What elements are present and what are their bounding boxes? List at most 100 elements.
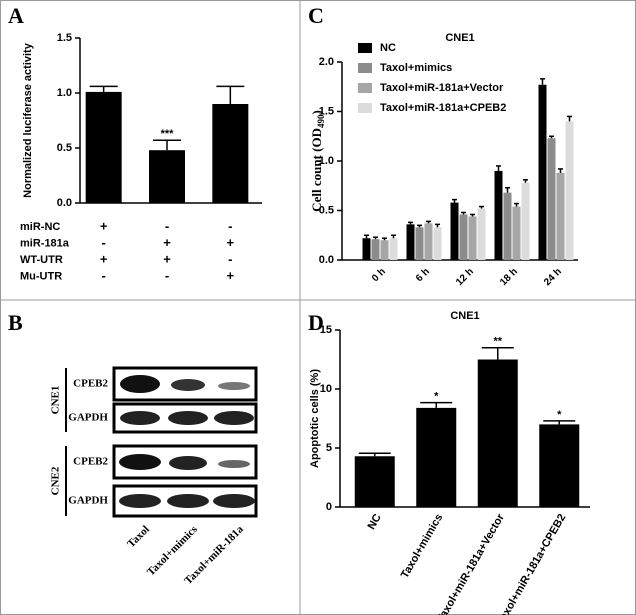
- x-tick-label: 6 h: [414, 266, 432, 284]
- y-axis-label: Normalized luciferase activity: [22, 42, 34, 198]
- y-axis-label-part: 490: [316, 114, 326, 128]
- condition-mark: -: [165, 268, 169, 283]
- x-tick-label: NC: [366, 512, 384, 532]
- condition-mark: +: [163, 251, 171, 266]
- protein: CPEB2: [73, 378, 108, 390]
- band: [119, 454, 161, 470]
- band: [167, 494, 209, 508]
- bar: [406, 224, 415, 260]
- legend-label: Taxol+miR-181a+CPEB2: [380, 102, 506, 114]
- bar: [415, 227, 424, 260]
- y-tick-label: 0: [326, 501, 332, 513]
- panel-letter: B: [8, 310, 23, 335]
- y-tick-label: 5: [326, 442, 332, 454]
- y-tick-label: 0.0: [319, 254, 334, 266]
- bar: [389, 238, 398, 260]
- x-tick-label: 0 h: [370, 266, 388, 284]
- annotation: *: [557, 409, 562, 421]
- y-tick-label: 1.5: [319, 105, 334, 117]
- y-tick-label: 10: [320, 383, 332, 395]
- y-tick-label: 1.0: [57, 87, 72, 99]
- x-tick-label: 24 h: [542, 266, 564, 288]
- panel-letter: C: [308, 3, 324, 28]
- band: [214, 411, 254, 425]
- bar: [547, 138, 556, 260]
- bar: [539, 424, 580, 507]
- legend-label: NC: [380, 42, 396, 54]
- bar: [354, 456, 395, 507]
- band: [169, 456, 207, 470]
- condition-mark: +: [100, 218, 108, 233]
- cell-line: CNE2: [50, 466, 62, 495]
- bar: [85, 91, 122, 203]
- band: [119, 494, 161, 508]
- bar: [556, 172, 565, 260]
- legend-swatch: [358, 83, 372, 93]
- panel-letter: A: [8, 3, 24, 28]
- legend-label: Taxol+mimics: [380, 62, 452, 74]
- bar: [521, 182, 530, 260]
- annotation: *: [434, 390, 439, 402]
- chart-title: CNE1: [445, 32, 474, 44]
- bar: [512, 206, 521, 260]
- x-tick-label: 18 h: [498, 266, 520, 288]
- y-axis-label-part: Cell count (OD: [309, 128, 324, 212]
- y-tick-label: 0.5: [57, 142, 72, 154]
- x-tick-label: 12 h: [454, 266, 476, 288]
- band: [218, 460, 250, 468]
- legend-swatch: [358, 103, 372, 113]
- bar: [433, 227, 442, 260]
- band: [120, 375, 160, 393]
- x-tick-label: Taxol+miR-181a+CPEB2: [495, 512, 569, 615]
- annotation: **: [493, 336, 502, 348]
- band: [213, 494, 255, 508]
- condition-mark: -: [228, 218, 232, 233]
- legend-swatch: [358, 43, 372, 53]
- y-axis-label-part: ): [309, 110, 324, 114]
- bar: [424, 223, 433, 260]
- y-tick-label: 0.0: [57, 197, 72, 209]
- bar: [212, 104, 249, 203]
- protein: GAPDH: [68, 412, 108, 424]
- y-axis-label: Cell count (OD490): [309, 110, 326, 212]
- condition-label: WT-UTR: [20, 254, 63, 266]
- x-tick-label: Taxol+mimics: [399, 512, 446, 581]
- legend-label: Taxol+miR-181a+Vector: [380, 82, 504, 94]
- x-tick-label: Taxol+miR-181a+Vector: [435, 511, 507, 615]
- band: [120, 411, 160, 425]
- condition-mark: -: [101, 235, 105, 250]
- y-axis-label: Apoptotic cells (%): [309, 369, 321, 468]
- bar: [494, 170, 503, 260]
- y-tick-label: 1.0: [319, 155, 334, 167]
- bar: [450, 202, 459, 260]
- condition-label: miR-181a: [20, 237, 70, 249]
- bar: [371, 239, 380, 260]
- bar: [477, 208, 486, 260]
- bar: [565, 121, 574, 261]
- bar: [503, 192, 512, 260]
- chart-title: CNE1: [450, 310, 479, 322]
- lane: Taxol: [125, 523, 152, 550]
- band: [171, 379, 205, 391]
- panel-letter: D: [308, 310, 324, 335]
- legend-swatch: [358, 63, 372, 73]
- bar: [538, 84, 547, 261]
- condition-mark: -: [228, 251, 232, 266]
- bar: [380, 240, 389, 260]
- condition-mark: -: [101, 268, 105, 283]
- bar: [459, 214, 468, 260]
- band: [168, 411, 208, 425]
- bar: [416, 407, 457, 507]
- cell-line: CNE1: [50, 386, 62, 415]
- condition-mark: +: [227, 235, 235, 250]
- bar: [468, 216, 477, 260]
- condition-label: miR-NC: [20, 221, 60, 233]
- bar: [362, 238, 371, 260]
- bar: [477, 359, 518, 507]
- bar: [149, 150, 185, 203]
- y-tick-label: 1.5: [57, 32, 72, 44]
- condition-mark: +: [227, 268, 235, 283]
- band: [218, 382, 250, 390]
- y-tick-label: 2.0: [319, 56, 334, 68]
